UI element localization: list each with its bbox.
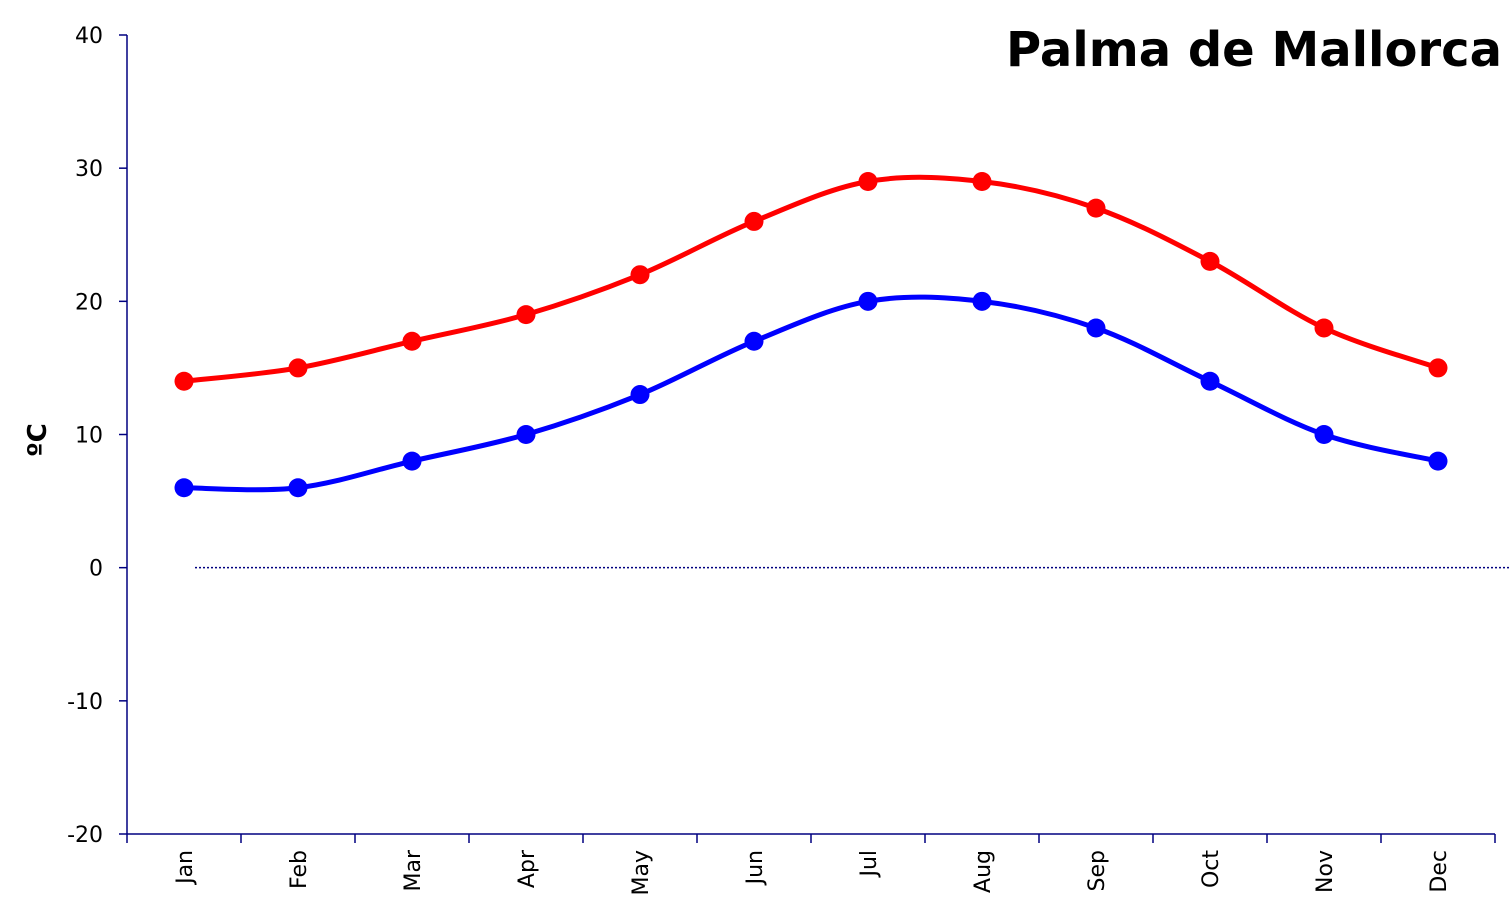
x-tick-label: Feb — [287, 850, 312, 889]
x-tick-label: Mar — [401, 849, 426, 891]
x-tick-label: Jul — [857, 850, 882, 879]
x-tick-label: Dec — [1427, 850, 1452, 893]
x-tick-label: May — [629, 850, 654, 895]
data-point — [1086, 318, 1106, 338]
data-point — [402, 331, 422, 351]
y-tick-label: 10 — [75, 424, 103, 449]
data-point — [516, 305, 536, 325]
data-point — [174, 371, 194, 391]
x-tick-label: Oct — [1199, 850, 1224, 888]
data-point — [516, 425, 536, 444]
y-axis-label: ºC — [23, 423, 53, 457]
data-point — [744, 211, 764, 231]
y-tick-label: 20 — [75, 290, 103, 315]
data-point — [744, 331, 764, 351]
data-point — [288, 478, 308, 498]
data-point — [1200, 371, 1220, 391]
data-point — [972, 291, 992, 311]
x-tick-label: Aug — [971, 850, 996, 893]
data-point — [1314, 318, 1334, 338]
y-tick-label: 0 — [89, 557, 103, 582]
data-point — [1428, 358, 1448, 378]
data-point — [858, 291, 878, 311]
data-point — [972, 171, 992, 191]
x-tick-label: Jun — [743, 850, 768, 886]
x-tick-label: Apr — [515, 849, 540, 888]
data-point — [630, 265, 650, 285]
data-point — [1086, 198, 1106, 218]
data-point — [1200, 251, 1220, 271]
x-tick-label: Nov — [1313, 850, 1338, 893]
series-line-0 — [183, 174, 1439, 384]
x-tick-label: Jan — [173, 850, 198, 886]
data-point — [1428, 451, 1448, 471]
data-point — [858, 171, 878, 191]
y-tick-label: -20 — [67, 823, 103, 848]
y-tick-label: 30 — [75, 157, 103, 182]
y-tick-label: -10 — [67, 690, 103, 715]
data-point — [288, 358, 308, 378]
chart-title: Palma de Mallorca — [1006, 22, 1502, 78]
data-point — [174, 478, 194, 498]
axes: -20 -10 0 10 20 30 40 Jan Feb Mar Apr May Jun Jul Aug S… — [67, 24, 1510, 895]
y-tick-label: 40 — [75, 24, 103, 49]
x-tick-label: Sep — [1085, 850, 1110, 891]
data-point — [402, 451, 422, 471]
data-point — [1314, 425, 1334, 444]
series-line-1 — [183, 294, 1439, 493]
data-point — [630, 385, 650, 405]
series-group — [174, 171, 1448, 498]
